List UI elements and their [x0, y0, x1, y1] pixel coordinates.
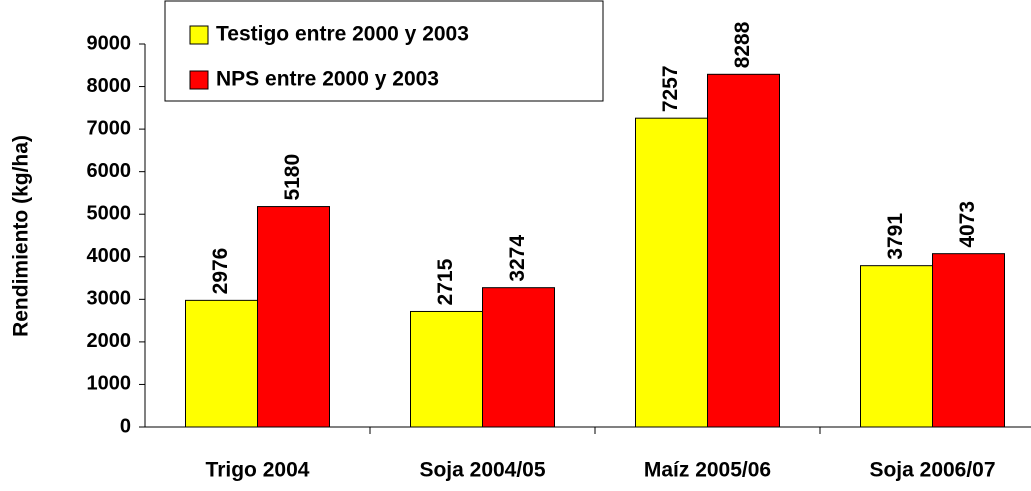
value-label: 4073	[956, 201, 979, 248]
y-tick-label: 0	[120, 415, 131, 437]
x-tick-label: Trigo 2004	[206, 459, 310, 482]
bar	[707, 73, 780, 428]
legend-label: Testigo entre 2000 y 2003	[216, 23, 469, 46]
legend-box	[164, 0, 604, 102]
y-tick-label: 4000	[87, 245, 132, 267]
y-tick-label: 8000	[87, 75, 132, 97]
x-tick-label: Soja 2004/05	[419, 459, 545, 482]
value-label: 7257	[659, 65, 682, 112]
bar	[860, 265, 933, 428]
legend-label: NPS entre 2000 y 2003	[216, 68, 439, 91]
bar	[932, 253, 1005, 428]
y-tick-label: 1000	[87, 373, 132, 395]
bar	[482, 287, 555, 428]
value-label: 8288	[731, 21, 754, 68]
y-tick-label: 3000	[87, 288, 132, 310]
y-tick-label: 2000	[87, 330, 132, 352]
x-tick-label: Maíz 2005/06	[644, 459, 771, 482]
value-label: 3791	[884, 213, 907, 260]
bar	[410, 310, 483, 428]
value-label: 3274	[506, 235, 529, 282]
bar	[185, 299, 258, 428]
y-tick-label: 6000	[87, 160, 132, 182]
legend-swatch	[189, 70, 209, 90]
y-tick-label: 7000	[87, 117, 132, 139]
value-label: 2715	[434, 258, 457, 305]
bar	[635, 117, 708, 428]
value-label: 2976	[209, 248, 232, 295]
legend-swatch	[189, 25, 209, 45]
y-axis-label: Rendimiento (kg/ha)	[10, 135, 33, 337]
y-tick-label: 9000	[87, 32, 132, 54]
y-tick-label: 5000	[87, 203, 132, 225]
bar	[257, 206, 330, 428]
x-tick-label: Soja 2006/07	[869, 459, 995, 482]
value-label: 5180	[281, 154, 304, 201]
